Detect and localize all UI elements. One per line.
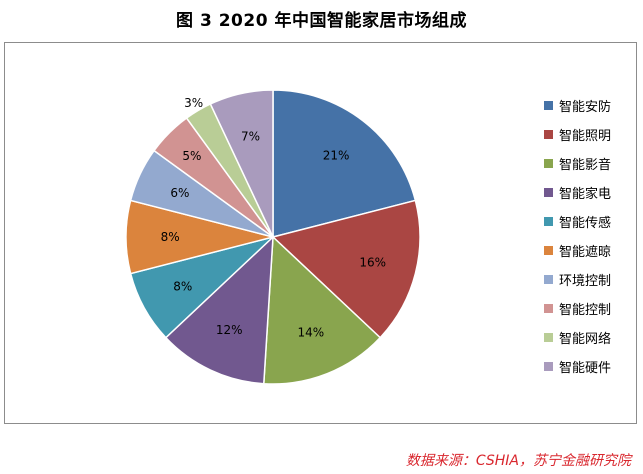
legend-swatch (544, 158, 553, 168)
pie-slice-10 (209, 89, 274, 238)
pie-slice-2 (271, 199, 421, 339)
legend-item-5: 智能传感 (544, 211, 634, 231)
legend-swatch (544, 100, 553, 110)
pie-data-label-9: 3% (184, 96, 203, 110)
legend-label: 智能安防 (559, 99, 612, 115)
legend-label: 智能影音 (559, 157, 612, 173)
legend-item-4: 智能家电 (544, 182, 634, 202)
pie-data-label-1: 21% (323, 149, 350, 163)
legend-label: 环境控制 (559, 273, 612, 289)
data-source-note: 数据来源：CSHIA，苏宁金融研究院 (405, 453, 631, 469)
legend-item-2: 智能照明 (544, 124, 634, 144)
legend-item-3: 智能影音 (544, 153, 634, 173)
pie-slice-3 (262, 235, 382, 385)
chart-legend: 智能安防智能照明智能影音智能家电智能传感智能遮晾环境控制智能控制智能网络智能硬件 (544, 95, 634, 385)
legend-label: 智能家电 (559, 186, 612, 202)
pie-data-label-4: 12% (216, 323, 243, 337)
legend-label: 智能网络 (559, 331, 612, 347)
pie-data-label-3: 14% (298, 326, 325, 340)
legend-item-9: 智能网络 (544, 327, 634, 347)
pie-chart: 21% 16% 14% 12% 8% 8% 6% 5% 3% 7% (125, 89, 421, 385)
pie-slice-4 (164, 235, 274, 385)
legend-swatch (544, 303, 553, 313)
legend-label: 智能传感 (559, 215, 612, 231)
legend-item-1: 智能安防 (544, 95, 634, 115)
legend-swatch (544, 274, 553, 284)
chart-title: 图 3 2020 年中国智能家居市场组成 (176, 11, 467, 31)
pie-data-label-6: 8% (161, 230, 180, 244)
legend-swatch (544, 216, 553, 226)
legend-swatch (544, 245, 553, 255)
pie-slice-1 (272, 89, 417, 238)
legend-label: 智能控制 (559, 302, 612, 318)
legend-label: 智能照明 (559, 128, 612, 144)
legend-item-10: 智能硬件 (544, 356, 634, 376)
legend-item-6: 智能遮晾 (544, 240, 634, 260)
pie-data-label-8: 5% (182, 149, 201, 163)
legend-label: 智能硬件 (559, 360, 612, 376)
legend-swatch (544, 187, 553, 197)
chart-frame: 21% 16% 14% 12% 8% 8% 6% 5% 3% 7% 智能安防智能照明智能影音智能家… (4, 42, 637, 424)
pie-data-label-7: 6% (170, 186, 189, 200)
legend-swatch (544, 129, 553, 139)
pie-data-label-5: 8% (173, 280, 192, 294)
pie-data-label-2: 16% (359, 256, 386, 270)
legend-swatch (544, 332, 553, 342)
legend-swatch (544, 361, 553, 371)
legend-item-8: 智能控制 (544, 298, 634, 318)
legend-item-7: 环境控制 (544, 269, 634, 289)
pie-data-label-10: 7% (241, 130, 260, 144)
legend-label: 智能遮晾 (559, 244, 612, 260)
